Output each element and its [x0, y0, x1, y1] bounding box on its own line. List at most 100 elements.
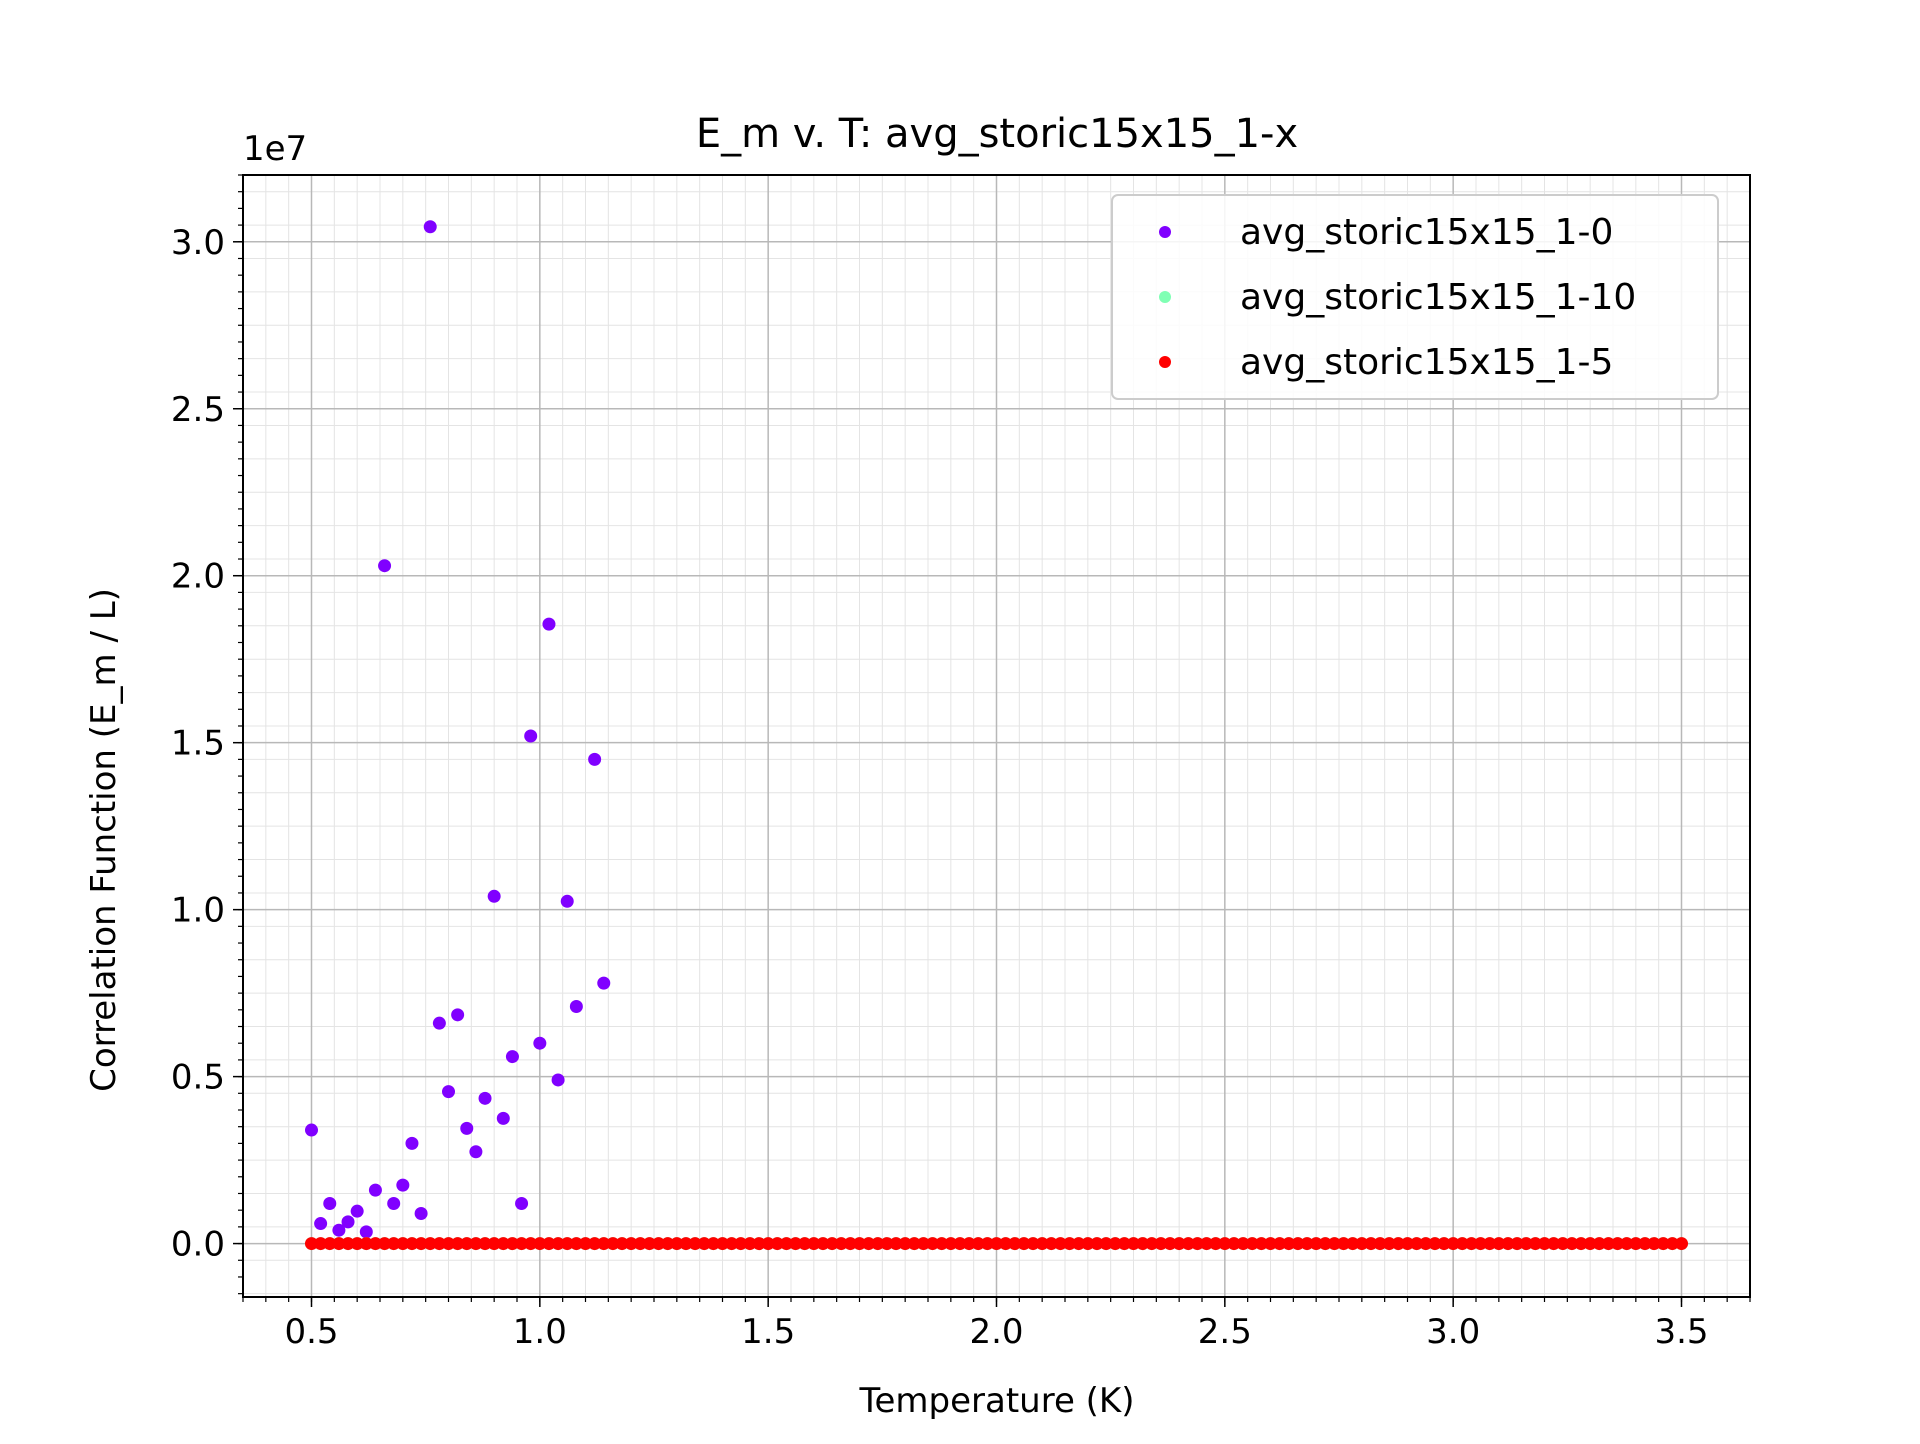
- data-point: [505, 1050, 519, 1064]
- data-point: [487, 889, 501, 903]
- data-point: [1245, 1237, 1259, 1251]
- data-point: [1410, 1237, 1424, 1251]
- data-point: [1145, 1237, 1159, 1251]
- data-point: [1437, 1237, 1451, 1251]
- data-point: [825, 1237, 839, 1251]
- data-point: [944, 1237, 958, 1251]
- data-point: [1026, 1237, 1040, 1251]
- data-point: [533, 1237, 547, 1251]
- data-point: [1008, 1237, 1022, 1251]
- data-point: [359, 1225, 373, 1239]
- legend-label: avg_storic15x15_1-5: [1240, 342, 1613, 383]
- data-point: [1236, 1237, 1250, 1251]
- legend[interactable]: avg_storic15x15_1-0 avg_storic15x15_1-10a…: [1111, 194, 1719, 400]
- data-point: [1154, 1237, 1168, 1251]
- data-point: [496, 1237, 510, 1251]
- data-point: [533, 1036, 547, 1050]
- data-point: [1117, 1237, 1131, 1251]
- data-point: [1291, 1237, 1305, 1251]
- data-point: [332, 1223, 346, 1237]
- y-axis-label: Correlation Function (E_m / L): [84, 588, 124, 1092]
- data-point: [1373, 1237, 1387, 1251]
- x-tick-label: 0.5: [284, 1312, 338, 1352]
- data-point: [524, 729, 538, 743]
- data-point: [1053, 1237, 1067, 1251]
- data-point: [432, 1016, 446, 1030]
- x-tick-label: 3.5: [1654, 1312, 1708, 1352]
- data-point: [524, 1237, 538, 1251]
- data-point: [1081, 1237, 1095, 1251]
- data-point: [1090, 1237, 1104, 1251]
- data-point: [469, 1145, 483, 1159]
- data-point: [1108, 1237, 1122, 1251]
- data-point: [898, 1237, 912, 1251]
- data-point: [716, 1237, 729, 1251]
- data-point: [442, 1237, 455, 1251]
- data-point: [1382, 1237, 1396, 1251]
- legend-item[interactable]: avg_storic15x15_1-5: [1159, 342, 1613, 383]
- data-point: [926, 1237, 940, 1251]
- data-point: [597, 1237, 611, 1251]
- data-point: [368, 1237, 382, 1251]
- data-point: [1327, 1237, 1341, 1251]
- data-point: [798, 1237, 812, 1251]
- data-point: [1656, 1237, 1670, 1251]
- data-point: [734, 1237, 748, 1251]
- y-tick-label: 1.0: [171, 891, 225, 931]
- data-point: [1401, 1237, 1414, 1251]
- data-point: [1063, 1237, 1077, 1251]
- data-point: [807, 1237, 821, 1251]
- legend-item[interactable]: avg_storic15x15_1-10: [1159, 277, 1636, 318]
- y-tick-label: 2.0: [171, 557, 225, 597]
- data-point: [789, 1237, 803, 1251]
- data-point: [1629, 1237, 1643, 1251]
- x-axis-label: Temperature (K): [858, 1381, 1134, 1421]
- data-point: [871, 1237, 885, 1251]
- data-point: [579, 1237, 592, 1251]
- data-point: [305, 1237, 318, 1251]
- data-point: [588, 752, 602, 766]
- data-point: [688, 1237, 702, 1251]
- data-point: [853, 1237, 866, 1251]
- data-point: [1254, 1237, 1268, 1251]
- data-point: [405, 1237, 419, 1251]
- legend-marker: [1159, 226, 1171, 238]
- data-point: [1017, 1237, 1031, 1251]
- data-point: [1565, 1237, 1579, 1251]
- data-point: [414, 1237, 428, 1251]
- data-point: [569, 1237, 583, 1251]
- data-point: [1556, 1237, 1570, 1251]
- data-point: [314, 1237, 328, 1251]
- data-point: [1227, 1237, 1241, 1251]
- data-point: [615, 1237, 629, 1251]
- data-point: [460, 1237, 474, 1251]
- data-point: [396, 1237, 410, 1251]
- data-point: [350, 1237, 364, 1251]
- x-tick-label: 2.0: [969, 1312, 1023, 1352]
- data-point: [1455, 1237, 1469, 1251]
- data-point: [606, 1237, 620, 1251]
- data-point: [1391, 1237, 1405, 1251]
- data-point: [341, 1215, 355, 1229]
- data-point: [542, 617, 556, 631]
- y-tick-label: 1.5: [171, 724, 225, 764]
- data-point: [368, 1183, 382, 1197]
- data-point: [1483, 1237, 1497, 1251]
- data-point: [1574, 1237, 1588, 1251]
- data-point: [597, 976, 611, 990]
- data-point: [1172, 1237, 1186, 1251]
- data-point: [1510, 1237, 1524, 1251]
- data-point: [725, 1237, 739, 1251]
- data-point: [414, 1207, 428, 1221]
- data-point: [962, 1237, 976, 1251]
- legend-box: [1111, 194, 1719, 400]
- data-point: [387, 1197, 401, 1210]
- data-point: [341, 1237, 355, 1251]
- data-point: [1300, 1237, 1314, 1251]
- data-point: [642, 1237, 656, 1251]
- legend-item[interactable]: avg_storic15x15_1-0: [1159, 212, 1613, 253]
- data-point: [679, 1237, 693, 1251]
- data-point: [515, 1197, 529, 1210]
- data-point: [661, 1237, 675, 1251]
